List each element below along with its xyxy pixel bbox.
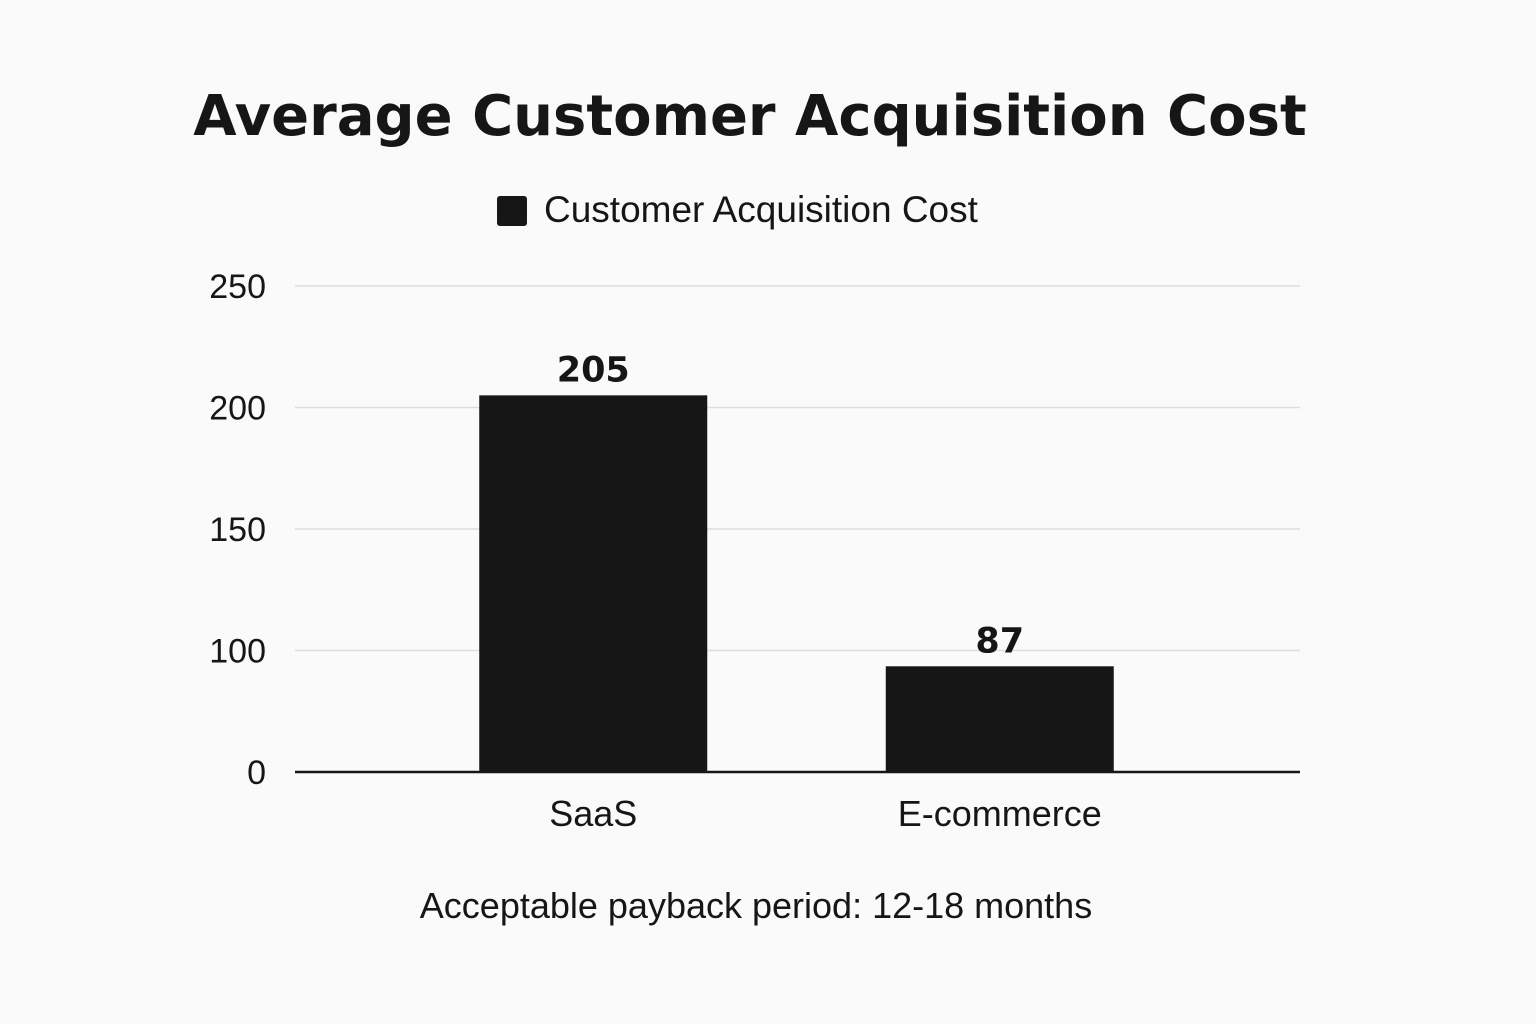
x-axis-category-labels: SaaS E-commerce	[549, 793, 1102, 834]
data-label-saas: 205	[557, 350, 630, 390]
data-labels: 205 87	[557, 350, 1024, 661]
gridlines	[295, 285, 1300, 652]
y-axis-tick-labels: 0 100 150 200 250	[209, 268, 266, 792]
x-tick-label-saas: SaaS	[549, 793, 637, 834]
payback-annotation: Acceptable payback period: 12-18 months	[420, 885, 1092, 926]
bar-e-commerce	[885, 666, 1114, 772]
y-tick-label-0: 0	[247, 754, 266, 792]
y-tick-label-150: 150	[209, 511, 266, 549]
legend-label: Customer Acquisition Cost	[544, 189, 979, 230]
bar-saas	[479, 395, 708, 772]
y-tick-label-100: 100	[209, 633, 266, 671]
y-tick-label-250: 250	[209, 268, 266, 306]
chart-title: Average Customer Acquisition Cost	[193, 84, 1306, 149]
data-label-e-commerce: 87	[975, 621, 1024, 661]
legend-swatch	[497, 196, 527, 226]
x-tick-label-e-commerce: E-commerce	[898, 793, 1102, 834]
y-tick-label-200: 200	[209, 390, 266, 428]
bars	[479, 395, 1114, 772]
legend: Customer Acquisition Cost	[497, 189, 979, 230]
